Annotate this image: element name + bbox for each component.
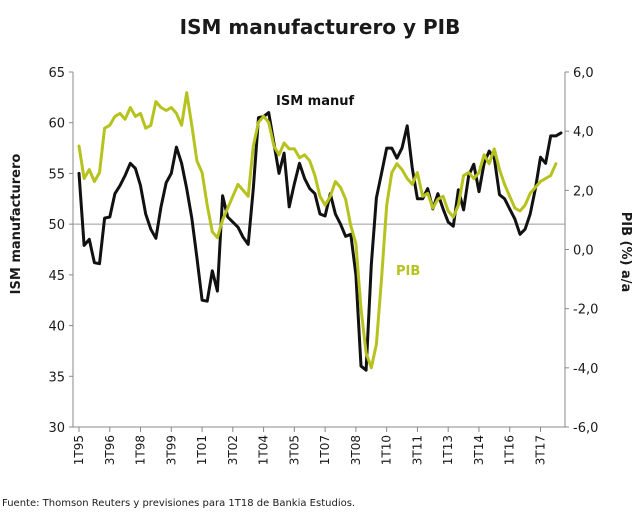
x-tick-label: 1T95 <box>72 435 86 465</box>
x-tick-label: 1T13 <box>441 435 455 465</box>
y-left-tick-label: 30 <box>48 421 65 436</box>
y-left-tick-label: 45 <box>48 269 65 284</box>
x-tick-label: 3T08 <box>349 435 363 465</box>
series-label-pib: PIB <box>396 264 420 279</box>
x-tick-label: 1T10 <box>380 435 394 465</box>
x-tick-label: 3T05 <box>287 435 301 465</box>
pib-series-line <box>77 91 558 370</box>
y-left-tick-label: 40 <box>48 320 65 335</box>
y-right-tick-label: 2,0 <box>573 184 594 199</box>
source-note: Fuente: Thomson Reuters y previsiones pa… <box>2 498 356 509</box>
x-tick-label: 1T98 <box>134 435 148 465</box>
ism-manuf-series-line <box>77 111 563 372</box>
y-axis-right-title: PIB (%) a/a <box>618 212 633 293</box>
y-left-tick-label: 55 <box>48 167 65 182</box>
x-tick-label: 1T04 <box>257 435 271 465</box>
x-tick-label: 1T16 <box>503 435 517 465</box>
y-right-tick-label: 4,0 <box>573 125 594 140</box>
y-left-tick-label: 50 <box>48 218 65 233</box>
y-axis-left-title: ISM manufacturero <box>9 154 24 295</box>
y-left-tick-label: 35 <box>48 370 65 385</box>
x-tick-label: 3T96 <box>103 435 117 465</box>
x-tick-label: 3T17 <box>533 435 547 465</box>
y-right-tick-label: -2,0 <box>573 303 598 318</box>
y-left-tick-label: 60 <box>48 117 65 132</box>
y-right-tick-label: -6,0 <box>573 421 598 436</box>
y-left-tick-label: 65 <box>48 66 65 81</box>
x-tick-label: 3T14 <box>472 435 486 465</box>
y-right-tick-label: -4,0 <box>573 362 598 377</box>
y-right-tick-label: 6,0 <box>573 66 594 81</box>
x-tick-label: 3T99 <box>164 435 178 465</box>
plot-area: 65 60 55 50 45 40 35 30 6,0 4,0 2,0 0,0 -2,0 -4,0 -6,0… <box>48 66 598 465</box>
x-tick-label: 3T02 <box>226 435 240 465</box>
y-right-tick-label: 0,0 <box>573 244 594 259</box>
chart-title: ISM manufacturero y PIB <box>180 15 461 39</box>
x-tick-label: 1T01 <box>195 435 209 465</box>
x-tick-label: 1T07 <box>318 435 332 465</box>
x-tick-label: 3T11 <box>410 435 424 465</box>
series-label-ism: ISM manuf <box>276 94 354 109</box>
